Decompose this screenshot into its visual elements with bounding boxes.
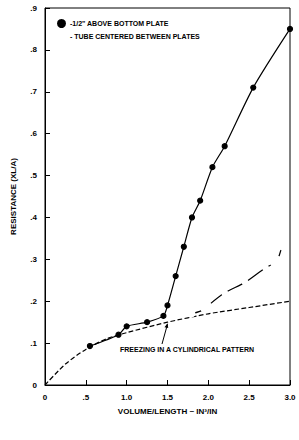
svg-text:.5: .5 bbox=[82, 393, 89, 402]
svg-text:- TUBE CENTERED BETWEEN PLATES: - TUBE CENTERED BETWEEN PLATES bbox=[70, 33, 200, 40]
svg-text:.5: .5 bbox=[30, 171, 37, 180]
svg-text:0: 0 bbox=[43, 393, 48, 402]
svg-text:.8: .8 bbox=[30, 45, 37, 54]
svg-text:1.0: 1.0 bbox=[121, 393, 133, 402]
svg-text:.7: .7 bbox=[30, 87, 37, 96]
svg-text:.9: .9 bbox=[30, 4, 37, 13]
svg-text:.2: .2 bbox=[30, 297, 37, 306]
svg-text:RESISTANCE (XL/A): RESISTANCE (XL/A) bbox=[9, 158, 18, 235]
svg-text:.3: .3 bbox=[30, 255, 37, 264]
svg-text:2.5: 2.5 bbox=[244, 393, 256, 402]
svg-text:3.0: 3.0 bbox=[284, 393, 296, 402]
svg-text:1.5: 1.5 bbox=[162, 393, 174, 402]
svg-text:FREEZING IN A CYLINDRICAL PATT: FREEZING IN A CYLINDRICAL PATTERN bbox=[120, 346, 254, 353]
svg-text:-1/2" ABOVE BOTTOM PLATE: -1/2" ABOVE BOTTOM PLATE bbox=[70, 20, 169, 27]
svg-text:0: 0 bbox=[33, 381, 38, 390]
svg-text:.1: .1 bbox=[30, 339, 37, 348]
svg-text:VOLUME/LENGTH ~ IN³/IN: VOLUME/LENGTH ~ IN³/IN bbox=[118, 407, 218, 416]
svg-text:.4: .4 bbox=[30, 213, 37, 222]
svg-text:.6: .6 bbox=[30, 129, 37, 138]
svg-text:2.0: 2.0 bbox=[203, 393, 215, 402]
